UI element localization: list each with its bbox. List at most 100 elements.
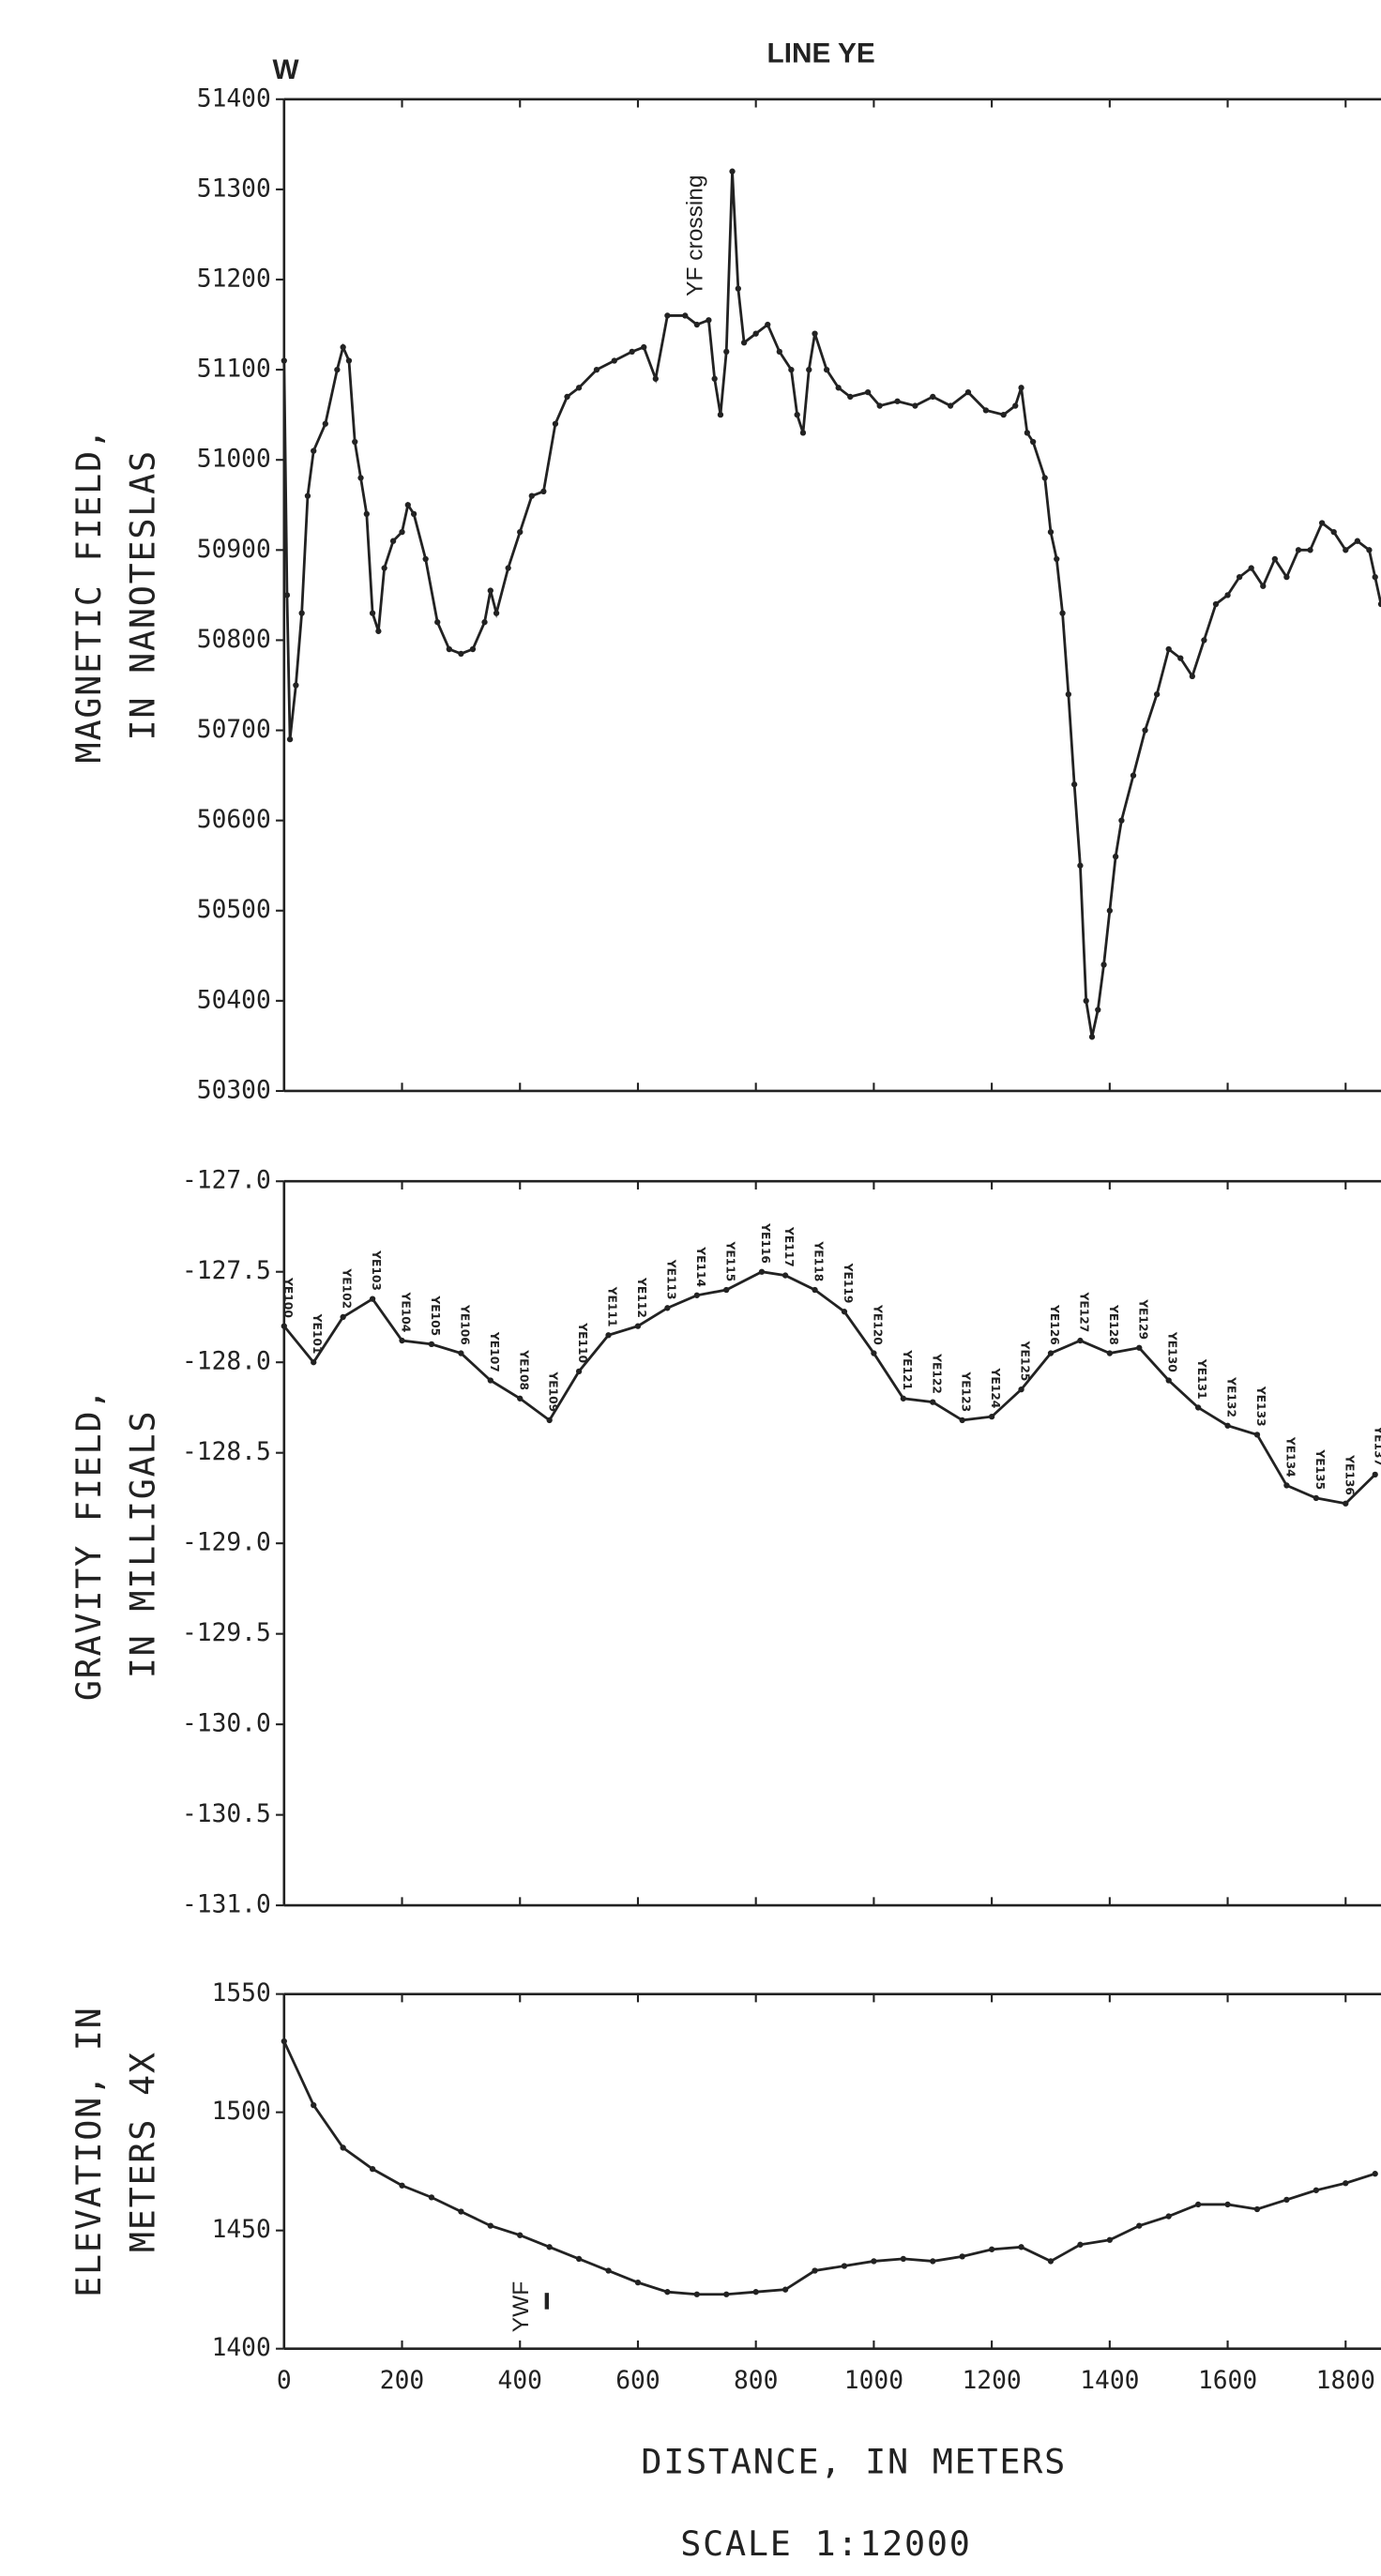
data-point [1283,574,1290,581]
data-point [593,366,600,373]
y-tick-label: 50900 [197,536,271,564]
x-tick-label: 1400 [1080,2367,1139,2395]
data-point [517,1395,524,1402]
data-point [823,366,830,373]
data-point [605,1332,612,1339]
data-point [1118,817,1125,824]
data-point [693,2291,700,2297]
data-point [1224,2201,1231,2208]
data-point [575,2255,583,2263]
data-point [706,317,712,324]
data-point [286,735,294,743]
data-point [1194,2201,1202,2208]
data-point [1343,547,1349,553]
x-tick-label: 800 [734,2367,778,2395]
station-label: YE128 [1107,1304,1120,1345]
data-point [1142,727,1148,734]
station-label: YE113 [664,1259,677,1300]
x-tick-label: 600 [615,2367,660,2395]
y-axis-label: IN NANOTESLAS [123,449,163,740]
station-label: YE135 [1313,1448,1327,1490]
data-point [345,357,353,364]
data-point [505,565,511,571]
data-point [552,420,559,427]
data-point [794,412,800,418]
data-point [871,2258,877,2265]
data-point [1177,655,1184,661]
y-tick-label: -127.5 [182,1257,271,1285]
data-point [481,619,488,626]
data-point [1189,673,1195,680]
y-tick-label: -128.5 [182,1438,271,1466]
data-point [682,312,689,319]
data-point [835,385,842,391]
data-line [282,1270,1376,1506]
data-point [281,1323,287,1329]
data-point [723,2291,730,2297]
data-point [664,2289,671,2296]
station-label: YE101 [311,1313,324,1355]
data-point [293,682,299,689]
data-point [812,1286,818,1294]
data-point [930,1399,936,1405]
data-point [758,1268,766,1275]
x-tick-label: 400 [498,2367,542,2395]
data-point [988,2246,995,2252]
data-point [528,492,535,499]
data-point [959,2253,965,2260]
data-point [982,407,989,414]
data-point [369,2165,376,2173]
data-point [1077,2241,1084,2248]
station-label: YE111 [606,1286,619,1327]
data-point [1253,2205,1261,2213]
data-point [1029,438,1037,446]
station-label: YE120 [871,1304,884,1345]
data-point [1354,538,1361,544]
data-point [357,475,364,481]
data-point [517,2232,524,2238]
y-tick-label: -131.0 [182,1891,271,1919]
data-point [1295,547,1302,553]
data-point [446,645,452,653]
y-tick-label: 1450 [212,2216,271,2244]
data-point [964,388,972,396]
station-label: YE118 [812,1240,826,1281]
data-point [1283,2196,1290,2204]
data-point [1165,645,1172,653]
data-point [487,2222,493,2229]
y-axis-label: IN MILLIGALS [123,1410,163,1679]
data-point [1000,412,1007,418]
y-tick-label: 1500 [212,2098,271,2126]
data-point [752,330,759,337]
data-point [546,1417,553,1424]
data-point [776,348,782,356]
data-point [575,385,583,391]
data-point [740,340,748,346]
data-point [1224,1422,1231,1429]
data-point [1194,1404,1202,1411]
data-point [1253,1432,1261,1438]
data-point [404,502,411,508]
y-axis-label: METERS 4X [123,2051,163,2252]
data-point [1377,600,1381,608]
scale-label: SCALE 1:12000 [680,2523,971,2564]
annotation: YF crossing [683,174,708,295]
data-point [806,366,812,373]
data-point [1224,592,1231,599]
data-point [1271,555,1279,563]
data-point [399,528,405,536]
data-point [1165,2213,1172,2220]
data-point [1136,2222,1143,2229]
data-point [1018,1386,1024,1393]
data-point [1130,772,1137,779]
data-point [729,168,736,174]
data-point [930,393,936,401]
data-point [629,348,635,356]
data-point [1083,997,1089,1005]
data-point [1095,1007,1101,1013]
data-point [605,2267,612,2274]
y-tick-label: 51400 [197,84,271,113]
data-point [1212,600,1220,608]
x-tick-label: 1600 [1198,2367,1257,2395]
station-label: YE102 [341,1267,354,1309]
